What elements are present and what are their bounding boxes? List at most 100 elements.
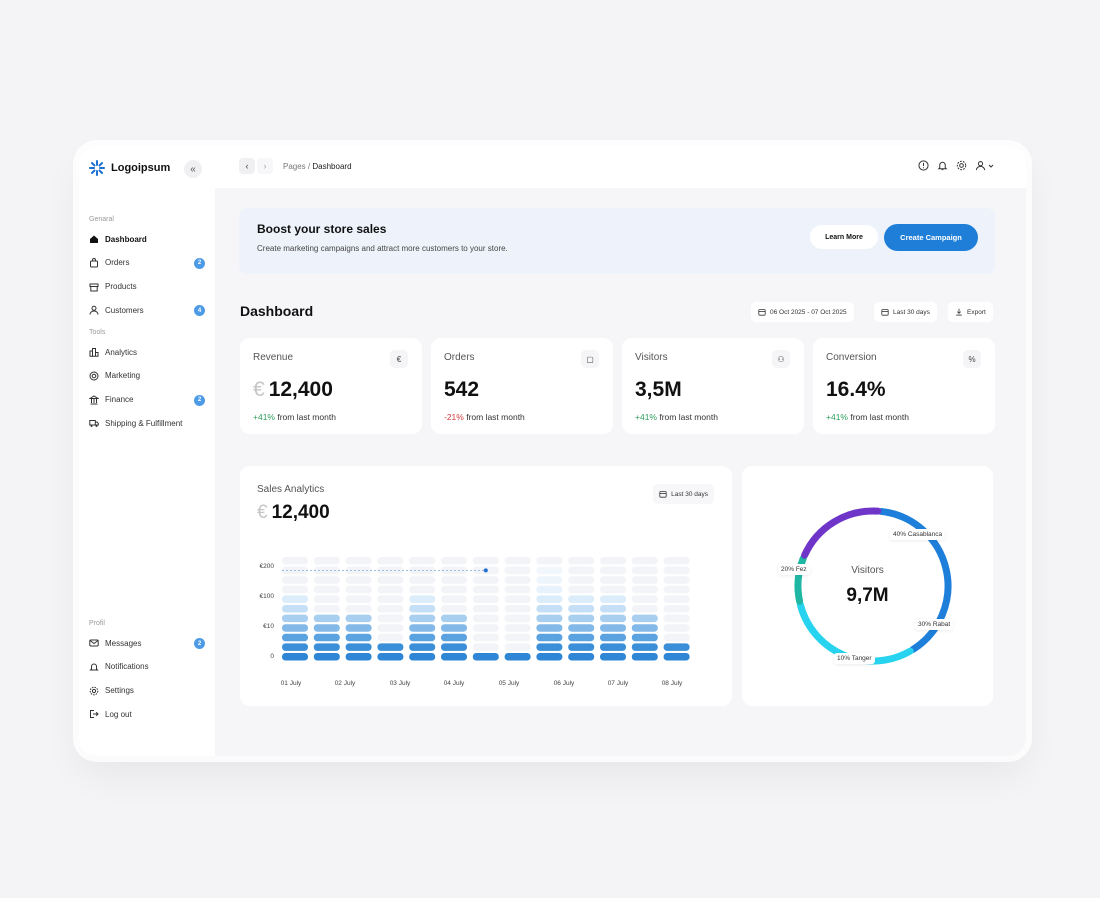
bell-icon[interactable] <box>937 160 948 171</box>
stat-card-visitors: Visitors ⚇ 3,5M +41% from last month <box>622 338 804 434</box>
users-icon: ⚇ <box>772 350 790 368</box>
info-icon[interactable] <box>918 160 929 171</box>
collapse-sidebar-button[interactable]: « <box>184 160 202 178</box>
count-badge: 2 <box>194 394 205 406</box>
logo[interactable]: Logoipsum <box>89 160 170 176</box>
stat-value: 542 <box>444 378 479 402</box>
change-suffix: from last month <box>656 412 718 422</box>
sidebar-item-products[interactable]: Products <box>89 278 205 296</box>
stat-value-text: 16.4% <box>826 378 886 401</box>
page-title: Dashboard <box>240 303 314 319</box>
gear-icon[interactable] <box>956 160 967 171</box>
donut-slice[interactable] <box>794 554 807 605</box>
sidebar-item-label: Products <box>105 282 137 292</box>
donut-slice[interactable] <box>801 507 882 559</box>
sidebar-item-notifications[interactable]: Notifications <box>89 658 205 676</box>
sidebar-item-label: Customers <box>105 305 144 315</box>
y-tick-label: €200 <box>260 563 275 570</box>
back-button[interactable]: ‹ <box>239 158 255 174</box>
currency-symbol: € <box>253 378 265 401</box>
sidebar-item-label: Orders <box>105 258 130 268</box>
logo-icon <box>89 160 105 176</box>
period-text: Last 30 days <box>893 308 930 316</box>
learn-more-button[interactable]: Learn More <box>810 225 878 249</box>
forward-button[interactable]: › <box>257 158 273 174</box>
bar[interactable] <box>663 557 690 661</box>
donut-slice[interactable] <box>877 507 952 653</box>
breadcrumb-parent[interactable]: Pages / <box>283 162 311 171</box>
box-icon <box>89 282 99 292</box>
bar[interactable] <box>345 557 372 661</box>
sidebar-item-label: Shipping & Fulfillment <box>105 418 183 428</box>
sidebar-item-label: Finance <box>105 395 134 405</box>
stat-card-conversion: Conversion% 16.4% +41% from last month <box>813 338 995 434</box>
bank-icon <box>89 395 99 405</box>
x-tick-label: 05 July <box>499 680 520 687</box>
sidebar-item-finance[interactable]: Finance 2 <box>89 391 205 409</box>
sidebar-item-marketing[interactable]: Marketing <box>89 367 205 385</box>
euro-icon: € <box>390 350 408 368</box>
bar[interactable] <box>631 557 658 661</box>
stat-label: Orders <box>444 352 475 363</box>
logout-icon <box>89 709 99 719</box>
stat-value: 16.4% <box>826 378 886 402</box>
home-icon <box>89 234 99 244</box>
stat-value-text: 542 <box>444 378 480 401</box>
user-menu[interactable] <box>975 160 994 171</box>
bar[interactable] <box>409 557 436 661</box>
chevron-down-icon <box>988 164 994 168</box>
donut-slice-label: 20% Fez <box>778 564 810 575</box>
stat-value-text: 12,400 <box>268 378 333 401</box>
bar[interactable] <box>282 557 308 661</box>
donut-center-title: Visitors <box>851 565 884 576</box>
section-label: Profil <box>89 620 105 627</box>
sidebar-item-log-out[interactable]: Log out <box>89 705 205 723</box>
change-suffix: from last month <box>463 412 525 422</box>
stat-value: €12,400 <box>253 378 333 402</box>
stat-card-revenue: Revenue € €12,400 +41% from last month <box>240 338 422 434</box>
sidebar-item-orders[interactable]: Orders 2 <box>89 254 205 272</box>
sidebar-item-customers[interactable]: Customers 4 <box>89 301 205 319</box>
change-percent: -21% <box>444 412 464 422</box>
target-icon <box>89 371 99 381</box>
x-tick-label: 06 July <box>554 680 575 687</box>
section-label: Genaral <box>89 216 114 223</box>
bar[interactable] <box>504 557 531 661</box>
export-button[interactable]: Export <box>948 302 993 322</box>
y-tick-label: €100 <box>260 593 275 600</box>
change-percent: +41% <box>826 412 848 422</box>
change-suffix: from last month <box>847 412 909 422</box>
stat-label: Conversion <box>826 352 877 363</box>
y-tick-label: 0 <box>270 653 274 660</box>
sales-analytics-card: Sales Analytics €12,400 Last 30 days €20… <box>240 466 732 706</box>
create-campaign-button[interactable]: Create Campaign <box>884 224 978 251</box>
sales-period-select[interactable]: Last 30 days <box>653 484 714 504</box>
bar[interactable] <box>568 557 595 661</box>
export-label: Export <box>967 308 986 316</box>
stat-change: -21% from last month <box>444 412 525 422</box>
sales-value-text: 12,400 <box>271 502 330 523</box>
sidebar-item-shipping-fulfillment[interactable]: Shipping & Fulfillment <box>89 414 205 432</box>
top-icons <box>918 160 994 171</box>
sidebar-item-analytics[interactable]: Analytics <box>89 343 205 361</box>
bar[interactable] <box>536 557 563 661</box>
download-icon <box>956 308 962 316</box>
history-nav: ‹ › <box>239 158 273 174</box>
date-range-picker[interactable]: 06 Oct 2025 - 07 Oct 2025 <box>751 302 854 322</box>
period-select[interactable]: Last 30 days <box>874 302 937 322</box>
x-tick-label: 08 July <box>662 680 683 687</box>
sidebar-item-dashboard[interactable]: Dashboard <box>89 230 205 248</box>
bar[interactable] <box>600 557 626 661</box>
highlight-point[interactable] <box>483 568 488 573</box>
stat-label: Visitors <box>635 352 668 363</box>
calendar-icon <box>881 309 889 316</box>
bar[interactable] <box>441 557 467 661</box>
stat-change: +41% from last month <box>253 412 336 422</box>
app-window: Logoipsum « Genaral Dashboard Orders 2 Produ… <box>79 146 1026 756</box>
sidebar-item-settings[interactable]: Settings <box>89 682 205 700</box>
bar[interactable] <box>313 557 340 661</box>
bar[interactable] <box>472 557 499 661</box>
x-tick-label: 07 July <box>608 680 629 687</box>
bar[interactable] <box>377 557 404 661</box>
sidebar-item-messages[interactable]: Messages 2 <box>89 634 205 652</box>
